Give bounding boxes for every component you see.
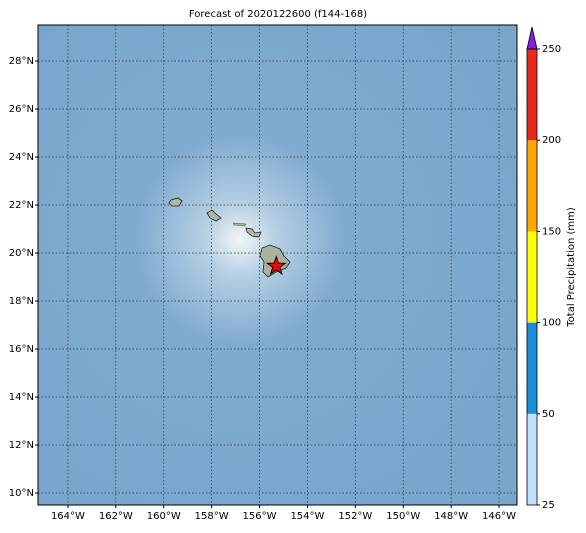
- island: [206, 209, 222, 222]
- colorbar-label: Total Precipitation (mm): [566, 207, 577, 328]
- colorbar-segment: [527, 140, 537, 232]
- y-tick-label: 10°N: [9, 488, 34, 499]
- y-tick-label: 14°N: [9, 392, 34, 403]
- island: [232, 222, 247, 227]
- x-tick-label: 158°W: [195, 511, 229, 522]
- x-tick-label: 162°W: [99, 511, 133, 522]
- marker-star: [265, 255, 287, 276]
- y-tick-label: 20°N: [9, 248, 34, 259]
- x-tick-label: 152°W: [338, 511, 372, 522]
- y-tick-label: 18°N: [9, 296, 34, 307]
- island: [168, 197, 183, 207]
- colorbar-tick-label: 250: [542, 44, 561, 55]
- x-tick-label: 164°W: [51, 511, 85, 522]
- y-tick-label: 16°N: [9, 344, 34, 355]
- y-tick-label: 12°N: [9, 440, 34, 451]
- x-tick-label: 156°W: [243, 511, 277, 522]
- island: [245, 227, 262, 238]
- y-tick-label: 22°N: [9, 200, 34, 211]
- colorbar-tick-label: 200: [542, 135, 561, 146]
- x-tick-label: 146°W: [482, 511, 516, 522]
- y-tick-label: 28°N: [9, 56, 34, 67]
- colorbar-segment: [527, 413, 537, 505]
- colorbar-tick-label: 25: [542, 500, 555, 511]
- colorbar-segment: [527, 231, 537, 323]
- y-tick-label: 24°N: [9, 152, 34, 163]
- grid: [38, 25, 517, 505]
- colorbar-tick-label: 50: [542, 409, 555, 420]
- map-frame: [37, 24, 518, 506]
- x-tick-label: 148°W: [434, 511, 468, 522]
- x-tick-label: 154°W: [290, 511, 324, 522]
- colorbar-tick-label: 100: [542, 318, 561, 329]
- x-tick-label: 150°W: [386, 511, 420, 522]
- y-tick-label: 26°N: [9, 104, 34, 115]
- colorbar-extend: [526, 26, 538, 50]
- colorbar-tick-label: 150: [542, 226, 561, 237]
- colorbar-segment: [527, 49, 537, 141]
- colorbar-frame: [526, 48, 538, 506]
- chart-title: Forecast of 2020122600 (f144-168): [189, 9, 367, 20]
- x-tick-label: 160°W: [147, 511, 181, 522]
- colorbar-segment: [527, 322, 537, 414]
